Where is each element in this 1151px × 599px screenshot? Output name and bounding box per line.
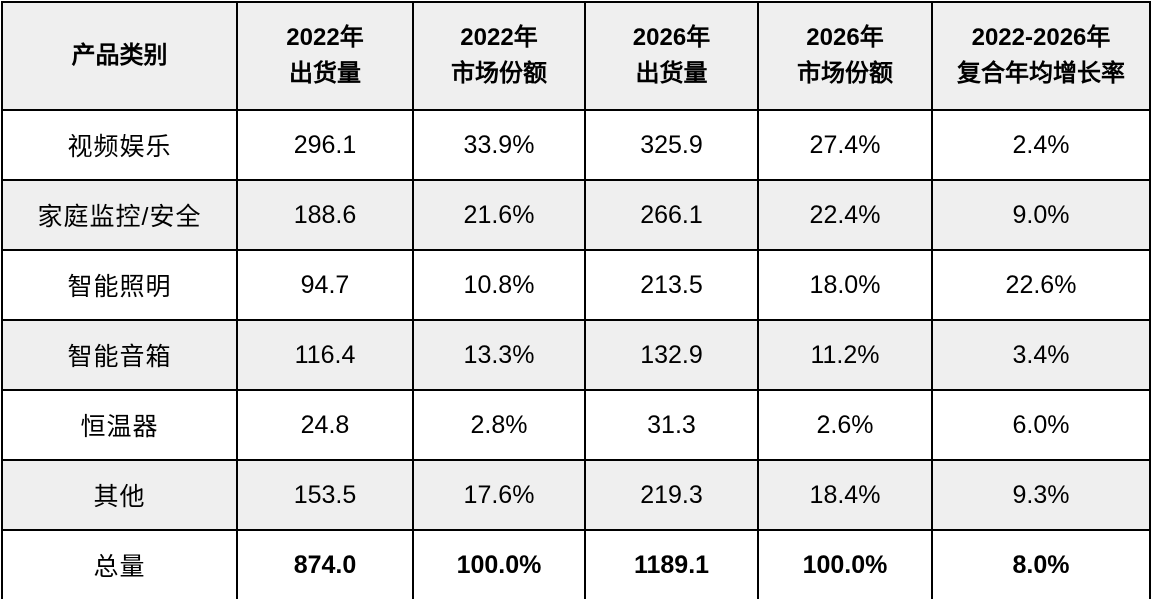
header-cagr: 2022-2026年 复合年均增长率 [931,1,1151,111]
cell-value: 10.8% [412,249,586,321]
category-label: 总量 [1,529,238,599]
cell-value: 153.5 [236,459,414,531]
header-2022-shipments: 2022年 出货量 [236,1,414,111]
table-row-smart-speaker: 智能音箱 116.4 13.3% 132.9 11.2% 3.4% [1,319,1151,391]
cell-value: 8.0% [931,529,1151,599]
cell-value: 22.6% [931,249,1151,321]
cell-value: 2.8% [412,389,586,461]
cell-value: 2.4% [931,109,1151,181]
category-label: 智能照明 [1,249,238,321]
cell-value: 2.6% [757,389,933,461]
table-row-smart-lighting: 智能照明 94.7 10.8% 213.5 18.0% 22.6% [1,249,1151,321]
table-row-video-entertainment: 视频娱乐 296.1 33.9% 325.9 27.4% 2.4% [1,109,1151,181]
header-2026-market-share: 2026年 市场份额 [757,1,933,111]
cell-value: 94.7 [236,249,414,321]
header-2026-shipments: 2026年 出货量 [584,1,759,111]
cell-value: 116.4 [236,319,414,391]
cell-value: 100.0% [412,529,586,599]
cell-value: 24.8 [236,389,414,461]
cell-value: 21.6% [412,179,586,251]
cell-value: 27.4% [757,109,933,181]
cell-value: 213.5 [584,249,759,321]
cell-value: 31.3 [584,389,759,461]
cell-value: 6.0% [931,389,1151,461]
cell-value: 874.0 [236,529,414,599]
table-header-row: 产品类别 2022年 出货量 2022年 市场份额 2026年 出货量 2026… [1,1,1151,111]
cell-value: 219.3 [584,459,759,531]
cell-value: 11.2% [757,319,933,391]
cell-value: 325.9 [584,109,759,181]
cell-value: 9.0% [931,179,1151,251]
category-label: 视频娱乐 [1,109,238,181]
cell-value: 3.4% [931,319,1151,391]
cell-value: 22.4% [757,179,933,251]
cell-value: 188.6 [236,179,414,251]
cell-value: 18.4% [757,459,933,531]
table-row-thermostat: 恒温器 24.8 2.8% 31.3 2.6% 6.0% [1,389,1151,461]
cell-value: 132.9 [584,319,759,391]
header-line1: 2026年 [632,24,711,51]
header-line2: 市场份额 [451,60,547,87]
header-line2: 出货量 [289,60,361,87]
header-product-category: 产品类别 [1,1,238,111]
cell-value: 17.6% [412,459,586,531]
header-line2: 市场份额 [797,60,893,87]
category-label: 恒温器 [1,389,238,461]
cell-value: 18.0% [757,249,933,321]
header-line2: 复合年均增长率 [957,60,1125,87]
category-label: 家庭监控/安全 [1,179,238,251]
table-row-home-monitoring-security: 家庭监控/安全 188.6 21.6% 266.1 22.4% 9.0% [1,179,1151,251]
table-row-others: 其他 153.5 17.6% 219.3 18.4% 9.3% [1,459,1151,531]
cell-value: 100.0% [757,529,933,599]
category-label: 其他 [1,459,238,531]
cell-value: 266.1 [584,179,759,251]
category-label: 智能音箱 [1,319,238,391]
header-2022-market-share: 2022年 市场份额 [412,1,586,111]
cell-value: 1189.1 [584,529,759,599]
cell-value: 9.3% [931,459,1151,531]
header-line1: 2022-2026年 [971,24,1111,51]
cell-value: 296.1 [236,109,414,181]
header-line1: 2022年 [286,24,364,51]
header-line1: 2026年 [806,24,884,51]
header-line2: 出货量 [635,60,708,87]
cell-value: 13.3% [412,319,586,391]
header-line1: 2022年 [460,24,538,51]
cell-value: 33.9% [412,109,586,181]
table-row-total: 总量 874.0 100.0% 1189.1 100.0% 8.0% [1,529,1151,599]
